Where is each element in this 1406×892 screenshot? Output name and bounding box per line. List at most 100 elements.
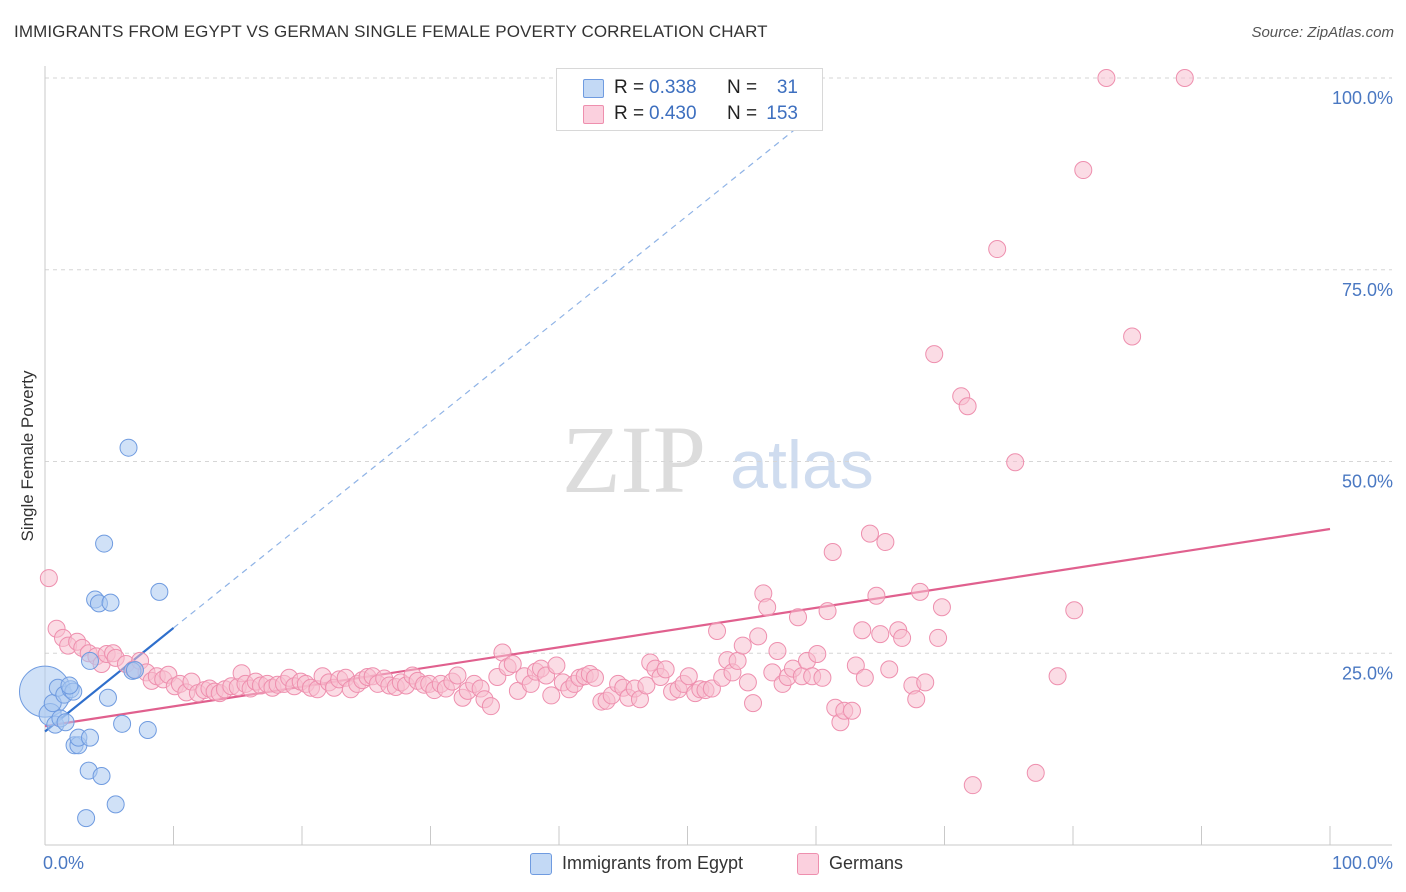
egypt-points: [19, 438, 169, 828]
germans-point: [867, 586, 886, 605]
legend-label-germans: Germans: [829, 853, 904, 873]
germans-point: [813, 668, 832, 687]
legend-n-value: 153: [766, 103, 798, 124]
chart-title: IMMIGRANTS FROM EGYPT VS GERMAN SINGLE F…: [14, 22, 768, 41]
egypt-point: [101, 593, 120, 612]
egypt-point: [138, 720, 157, 739]
egypt-point: [95, 534, 114, 553]
egypt-point: [106, 795, 125, 814]
legend-r-value: 0.338: [649, 77, 697, 98]
legend-r-value: 0.430: [649, 103, 697, 124]
egypt-point: [92, 766, 111, 785]
germans-point: [547, 656, 566, 675]
germans-point: [728, 651, 747, 670]
germans-point: [744, 694, 763, 713]
y-tick-label: 75.0%: [1342, 280, 1393, 300]
egypt-point: [150, 582, 169, 601]
germans-point: [988, 240, 1007, 259]
germans-point: [1006, 453, 1025, 472]
germans-point: [679, 667, 698, 686]
germans-point: [738, 673, 757, 692]
germans-point: [855, 668, 874, 687]
germans-point: [789, 608, 808, 627]
germans-points: [39, 69, 1194, 795]
legend-n-label: N =: [727, 103, 758, 124]
y-tick-label: 50.0%: [1342, 472, 1393, 492]
axes: [44, 66, 1392, 846]
germans-point: [853, 621, 872, 640]
germans-point: [656, 660, 675, 679]
germans-point: [503, 654, 522, 673]
germans-point: [818, 602, 837, 621]
y-axis-label: Single Female Poverty: [18, 370, 37, 542]
germans-point: [637, 676, 656, 695]
germans-point: [585, 668, 604, 687]
germans-point: [925, 345, 944, 364]
egypt-point: [119, 438, 138, 457]
germans-point: [1048, 667, 1067, 686]
germans-point: [749, 627, 768, 646]
x-tick-label: 100.0%: [1332, 853, 1393, 873]
legend-swatch-egypt: [530, 853, 552, 875]
germans-point: [39, 569, 58, 588]
germans-point: [1123, 327, 1142, 346]
germans-point: [1074, 161, 1093, 180]
egypt-trend-extension: [173, 112, 817, 629]
egypt-point: [98, 688, 117, 707]
legend-r-label: R =: [614, 103, 645, 124]
x-tick-label: 0.0%: [43, 853, 84, 873]
germans-point: [733, 636, 752, 655]
germans-point: [1175, 69, 1194, 87]
egypt-point: [80, 728, 99, 747]
y-tick-label: 100.0%: [1332, 88, 1393, 108]
germans-point: [846, 656, 865, 675]
legend-row-egypt: R = 0.338 N = 31: [557, 76, 822, 100]
germans-point: [911, 582, 930, 601]
germans-point: [860, 524, 879, 543]
egypt-point: [125, 661, 144, 680]
germans-point: [823, 543, 842, 562]
germans-point: [958, 397, 977, 416]
germans-point: [448, 666, 467, 685]
germans-point: [932, 598, 951, 617]
germans-point: [876, 533, 895, 552]
germans-point: [907, 690, 926, 709]
germans-point: [842, 701, 861, 720]
germans-point: [542, 686, 561, 705]
legend-n-value: 31: [776, 77, 798, 98]
germans-point: [880, 660, 899, 679]
watermark-zip: ZIP: [562, 406, 706, 513]
legend-swatch-egypt: [583, 79, 604, 98]
watermark: ZIP atlas: [562, 406, 874, 513]
germans-point: [481, 697, 500, 716]
germans-point: [1097, 69, 1116, 87]
germans-point: [1026, 763, 1045, 782]
germans-point: [708, 622, 727, 641]
germans-point: [808, 645, 827, 664]
egypt-point: [80, 651, 99, 670]
egypt-point: [60, 676, 79, 695]
egypt-point: [77, 809, 96, 828]
germans-point: [768, 641, 787, 660]
legend-n-label: N =: [727, 77, 758, 98]
egypt-point: [56, 713, 75, 732]
legend-stats: R = 0.338 N = 31 R = 0.430 N = 153: [556, 68, 823, 131]
legend-swatch-germans: [797, 853, 819, 875]
germans-point: [1065, 601, 1084, 620]
grid-lines: [45, 77, 1392, 654]
germans-point: [893, 628, 912, 647]
source-label: Source: ZipAtlas.com: [1251, 24, 1394, 41]
tick-labels: 25.0% 50.0% 75.0% 100.0% 0.0% 100.0%: [43, 88, 1393, 873]
germans-point: [929, 628, 948, 647]
legend-row-germans: R = 0.430 N = 153: [557, 102, 822, 126]
germans-point: [871, 625, 890, 644]
legend-r-label: R =: [614, 77, 645, 98]
legend-swatch-germans: [583, 105, 604, 124]
y-tick-label: 25.0%: [1342, 663, 1393, 683]
watermark-atlas: atlas: [730, 427, 874, 503]
legend-label-egypt: Immigrants from Egypt: [562, 853, 744, 873]
egypt-point: [113, 714, 132, 733]
germans-point: [758, 598, 777, 617]
germans-point: [963, 776, 982, 795]
